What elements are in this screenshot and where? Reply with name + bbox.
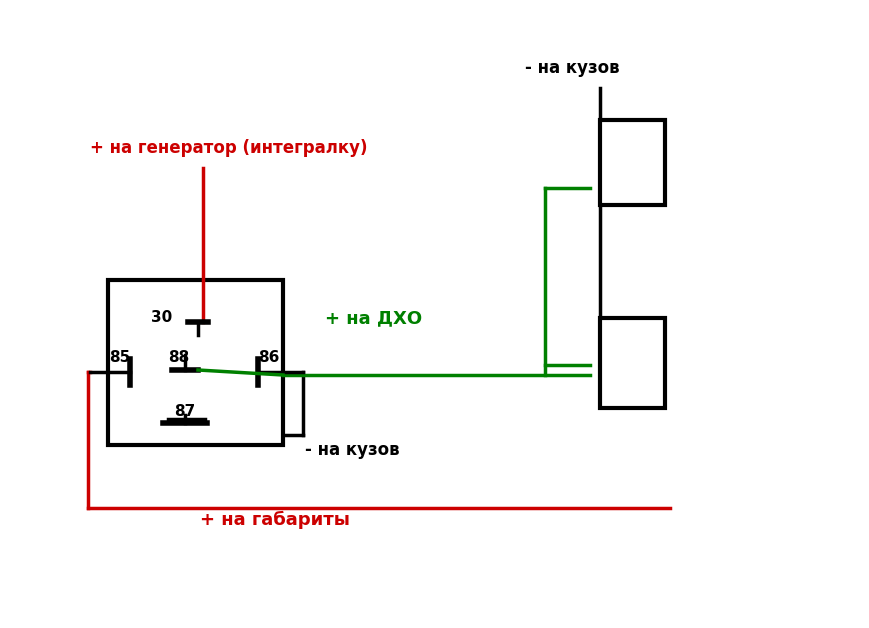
- Text: - на кузов: - на кузов: [305, 441, 399, 459]
- Text: 86: 86: [258, 350, 279, 365]
- Text: + на габариты: + на габариты: [200, 511, 349, 529]
- Bar: [108, 280, 282, 445]
- Text: 30: 30: [150, 310, 172, 325]
- Text: 85: 85: [109, 350, 129, 365]
- Bar: [600, 120, 664, 205]
- Text: + на ДХО: + на ДХО: [325, 309, 421, 327]
- Text: - на кузов: - на кузов: [524, 59, 619, 77]
- Text: 87: 87: [174, 404, 196, 420]
- Bar: [600, 318, 664, 408]
- Text: + на генератор (интегралку): + на генератор (интегралку): [90, 139, 367, 157]
- Text: 88: 88: [168, 350, 189, 365]
